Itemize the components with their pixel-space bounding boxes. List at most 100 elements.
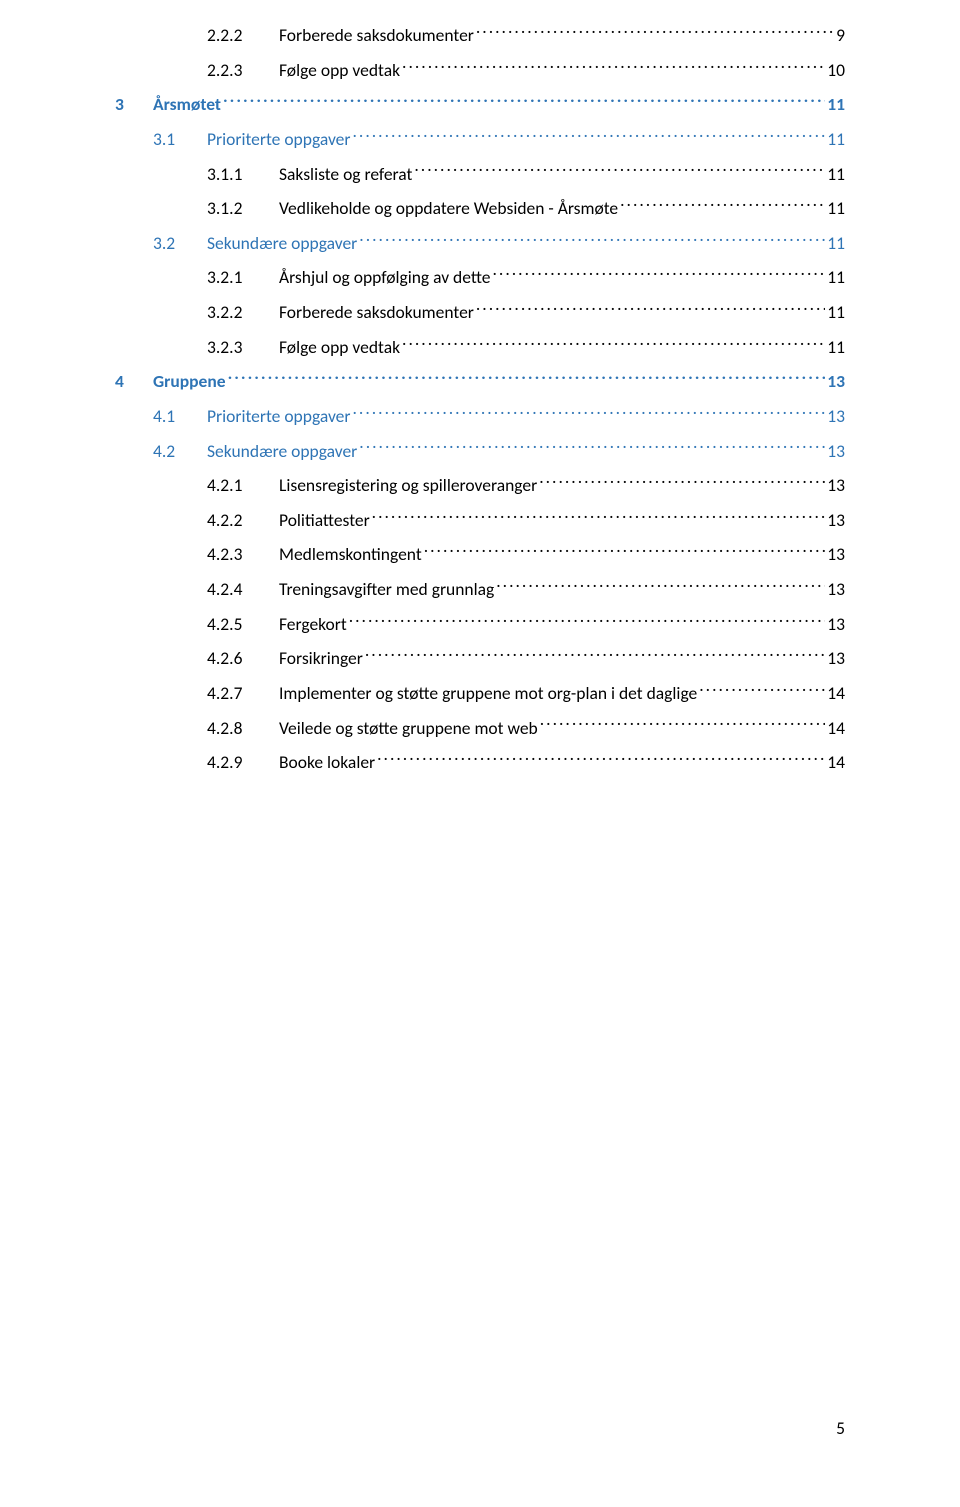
toc-entry-number: 4: [115, 368, 153, 395]
toc-entry-number: 4.2.6: [207, 645, 279, 672]
toc-dot-leader: [424, 543, 826, 561]
toc-entry-number: 3.2: [153, 230, 207, 257]
toc-dot-leader: [493, 266, 826, 284]
toc-entry-title: Følge opp vedtak: [279, 57, 400, 84]
toc-entry-page: 13: [827, 645, 845, 672]
toc-entry-page: 11: [827, 161, 845, 188]
toc-dot-leader: [699, 681, 825, 699]
toc-dot-leader: [476, 301, 825, 319]
toc-entry[interactable]: 4.2.4Treningsavgifter med grunnlag 13: [115, 576, 845, 603]
toc-entry-page: 11: [827, 126, 845, 153]
toc-entry-number: 2.2.3: [207, 57, 279, 84]
toc-dot-leader: [402, 335, 825, 353]
toc-entry[interactable]: 4.2.1Lisensregistering og spilleroverang…: [115, 472, 845, 499]
toc-dot-leader: [353, 404, 826, 422]
toc-dot-leader: [359, 231, 825, 249]
toc-entry[interactable]: 4.2Sekundære oppgaver 13: [115, 438, 845, 465]
toc-entry-title: Fergekort: [279, 611, 347, 638]
toc-entry-page: 13: [827, 368, 845, 395]
toc-dot-leader: [620, 197, 825, 215]
toc-entry[interactable]: 3.1Prioriterte oppgaver 11: [115, 126, 845, 153]
toc-dot-leader: [223, 93, 825, 111]
toc-entry[interactable]: 3.1.2Vedlikeholde og oppdatere Websiden …: [115, 195, 845, 222]
toc-entry-title: Følge opp vedtak: [279, 334, 400, 361]
toc-entry[interactable]: 4.2.8Veilede og støtte gruppene mot web …: [115, 715, 845, 742]
toc-entry-number: 3.2.2: [207, 299, 279, 326]
toc-entry-title: Prioriterte oppgaver: [207, 403, 351, 430]
toc-entry[interactable]: 4.2.3Medlemskontingent 13: [115, 541, 845, 568]
toc-entry-title: Implementer og støtte gruppene mot org-p…: [279, 680, 697, 707]
toc-dot-leader: [539, 474, 825, 492]
toc-entry-number: 3.2.3: [207, 334, 279, 361]
toc-entry[interactable]: 3.1.1Saksliste og referat 11: [115, 161, 845, 188]
toc-entry[interactable]: 4.2.6Forsikringer 13: [115, 645, 845, 672]
toc-entry[interactable]: 2.2.2Forberede saksdokumenter 9: [115, 22, 845, 49]
toc-entry-number: 3.2.1: [207, 264, 279, 291]
toc-entry-title: Gruppene: [153, 368, 226, 395]
toc-dot-leader: [372, 508, 826, 526]
toc-dot-leader: [402, 58, 825, 76]
toc-entry-title: Politiattester: [279, 507, 370, 534]
toc-entry-number: 4.2.9: [207, 749, 279, 776]
toc-entry-number: 3: [115, 91, 153, 118]
toc-entry[interactable]: 4.2.7Implementer og støtte gruppene mot …: [115, 680, 845, 707]
toc-dot-leader: [414, 162, 825, 180]
toc-entry-title: Sekundære oppgaver: [207, 438, 357, 465]
toc-dot-leader: [228, 370, 826, 388]
toc-entry-title: Veilede og støtte gruppene mot web: [279, 715, 538, 742]
toc-entry-number: 4.2.1: [207, 472, 279, 499]
toc-entry-page: 11: [827, 230, 845, 257]
toc-dot-leader: [353, 127, 826, 145]
toc-entry[interactable]: 3.2Sekundære oppgaver 11: [115, 230, 845, 257]
toc-entry-number: 4.1: [153, 403, 207, 430]
table-of-contents: 2.2.2Forberede saksdokumenter 92.2.3Følg…: [115, 22, 845, 776]
toc-entry-page: 11: [827, 299, 845, 326]
toc-entry-title: Vedlikeholde og oppdatere Websiden - Års…: [279, 195, 618, 222]
toc-entry[interactable]: 4.2.9Booke lokaler 14: [115, 749, 845, 776]
toc-entry-page: 13: [827, 541, 845, 568]
toc-entry-title: Sekundære oppgaver: [207, 230, 357, 257]
toc-dot-leader: [540, 716, 826, 734]
toc-entry-number: 4.2: [153, 438, 207, 465]
toc-entry-page: 13: [827, 403, 845, 430]
toc-entry-title: Saksliste og referat: [279, 161, 412, 188]
toc-entry[interactable]: 4.1Prioriterte oppgaver 13: [115, 403, 845, 430]
toc-entry[interactable]: 3.2.2Forberede saksdokumenter 11: [115, 299, 845, 326]
toc-entry-number: 3.1.1: [207, 161, 279, 188]
toc-entry[interactable]: 3Årsmøtet 11: [115, 91, 845, 118]
toc-entry-title: Medlemskontingent: [279, 541, 422, 568]
toc-dot-leader: [349, 612, 826, 630]
toc-entry-page: 14: [827, 680, 845, 707]
toc-entry[interactable]: 4.2.5Fergekort 13: [115, 611, 845, 638]
toc-entry-page: 14: [827, 749, 845, 776]
toc-dot-leader: [365, 647, 825, 665]
toc-entry[interactable]: 4Gruppene 13: [115, 368, 845, 395]
toc-entry-page: 11: [827, 195, 845, 222]
toc-entry[interactable]: 3.2.3Følge opp vedtak 11: [115, 334, 845, 361]
toc-entry-number: 2.2.2: [207, 22, 279, 49]
toc-entry-number: 4.2.8: [207, 715, 279, 742]
toc-entry-number: 3.1: [153, 126, 207, 153]
toc-entry-number: 4.2.4: [207, 576, 279, 603]
toc-entry-page: 9: [836, 22, 845, 49]
toc-entry-page: 13: [827, 611, 845, 638]
toc-entry-number: 4.2.7: [207, 680, 279, 707]
toc-entry-title: Prioriterte oppgaver: [207, 126, 351, 153]
toc-entry[interactable]: 3.2.1Årshjul og oppfølging av dette 11: [115, 264, 845, 291]
toc-entry-title: Forsikringer: [279, 645, 363, 672]
toc-dot-leader: [496, 578, 825, 596]
toc-dot-leader: [476, 24, 834, 42]
document-page: 2.2.2Forberede saksdokumenter 92.2.3Følg…: [0, 0, 960, 1507]
toc-entry-page: 13: [827, 438, 845, 465]
toc-entry-title: Forberede saksdokumenter: [279, 299, 474, 326]
toc-dot-leader: [359, 439, 825, 457]
toc-entry[interactable]: 2.2.3Følge opp vedtak 10: [115, 57, 845, 84]
toc-entry-page: 11: [827, 334, 845, 361]
toc-dot-leader: [377, 751, 825, 769]
toc-entry-number: 3.1.2: [207, 195, 279, 222]
toc-entry-number: 4.2.5: [207, 611, 279, 638]
toc-entry[interactable]: 4.2.2Politiattester 13: [115, 507, 845, 534]
toc-entry-title: Årsmøtet: [153, 91, 221, 118]
toc-entry-title: Treningsavgifter med grunnlag: [279, 576, 494, 603]
toc-entry-page: 11: [827, 264, 845, 291]
